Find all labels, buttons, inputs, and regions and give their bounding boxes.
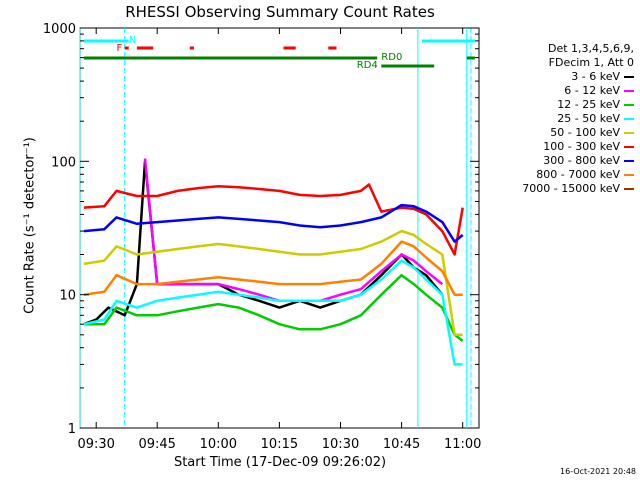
x-axis-ticks: 09:30 09:45 10:00 10:15 10:30 10:45 11:00 xyxy=(77,28,481,452)
legend-item: 100 - 300 keV xyxy=(482,140,634,154)
marker-lines xyxy=(79,28,472,428)
legend-item: 3 - 6 keV xyxy=(482,70,634,84)
series-line xyxy=(83,183,464,256)
y-tick-label: 1000 xyxy=(43,22,76,37)
legend-label: 800 - 7000 keV xyxy=(536,168,620,181)
x-axis-label: Start Time (17-Dec-09 09:26:02) xyxy=(173,455,387,470)
x-tick-label: 09:30 xyxy=(77,437,114,452)
x-tick-label: 09:45 xyxy=(138,437,175,452)
legend-swatch xyxy=(624,90,634,92)
series-lines xyxy=(83,158,464,366)
legend-swatch xyxy=(624,118,634,120)
legend: Det 1,3,4,5,6,9, FDecim 1, Att 0 3 - 6 k… xyxy=(482,42,634,196)
legend-item: 7000 - 15000 keV xyxy=(482,182,634,196)
legend-swatch xyxy=(624,174,634,176)
legend-swatch xyxy=(624,188,634,190)
y-tick-label: 100 xyxy=(51,155,76,170)
x-tick-label: 10:45 xyxy=(383,437,420,452)
series-line xyxy=(83,160,444,326)
timestamp: 16-Oct-2021 20:48 xyxy=(560,467,636,476)
legend-label: 12 - 25 keV xyxy=(557,98,620,111)
legend-label: 100 - 300 keV xyxy=(543,140,620,153)
state-bar-label: F xyxy=(117,43,123,54)
legend-swatch xyxy=(624,146,634,148)
series-line xyxy=(83,259,463,366)
series-line xyxy=(83,229,463,337)
x-tick-label: 10:15 xyxy=(261,437,298,452)
legend-label: 50 - 100 keV xyxy=(550,126,620,139)
chart-title: RHESSI Observing Summary Count Rates xyxy=(125,3,435,21)
legend-label: 300 - 800 keV xyxy=(543,154,620,167)
y-tick-label: 1 xyxy=(68,422,76,437)
y-axis-label: Count Rate (s⁻¹ detector⁻¹) xyxy=(22,137,38,314)
legend-swatch xyxy=(624,160,634,162)
legend-entries: 3 - 6 keV 6 - 12 keV 12 - 25 keV 25 - 50 ke… xyxy=(482,70,634,196)
legend-header-line: Det 1,3,4,5,6,9, xyxy=(547,42,634,55)
state-bar-label: N xyxy=(129,35,136,46)
legend-label: 25 - 50 keV xyxy=(557,112,620,125)
legend-item: 300 - 800 keV xyxy=(482,154,634,168)
series-line xyxy=(83,203,464,243)
x-tick-label: 10:30 xyxy=(322,437,359,452)
series-line xyxy=(83,240,463,296)
legend-swatch xyxy=(624,76,634,78)
y-tick-label: 10 xyxy=(59,289,76,304)
legend-item: 6 - 12 keV xyxy=(482,84,634,98)
legend-item: 25 - 50 keV xyxy=(482,112,634,126)
legend-item: 50 - 100 keV xyxy=(482,126,634,140)
series-line xyxy=(83,273,464,342)
state-bar-label: RD0 xyxy=(381,52,402,63)
legend-label: 6 - 12 keV xyxy=(564,84,620,97)
legend-swatch xyxy=(624,132,634,134)
legend-label: 3 - 6 keV xyxy=(571,70,620,83)
legend-item: 800 - 7000 keV xyxy=(482,168,634,182)
legend-item: 12 - 25 keV xyxy=(482,98,634,112)
state-bar-label: RD4 xyxy=(357,60,378,71)
legend-header-line: FDecim 1, Att 0 xyxy=(548,56,634,69)
legend-swatch xyxy=(624,104,634,106)
legend-label: 7000 - 15000 keV xyxy=(522,182,620,195)
y-axis-ticks: 1 10 100 1000 xyxy=(43,22,479,437)
x-tick-label: 11:00 xyxy=(444,437,481,452)
x-tick-label: 10:00 xyxy=(200,437,237,452)
